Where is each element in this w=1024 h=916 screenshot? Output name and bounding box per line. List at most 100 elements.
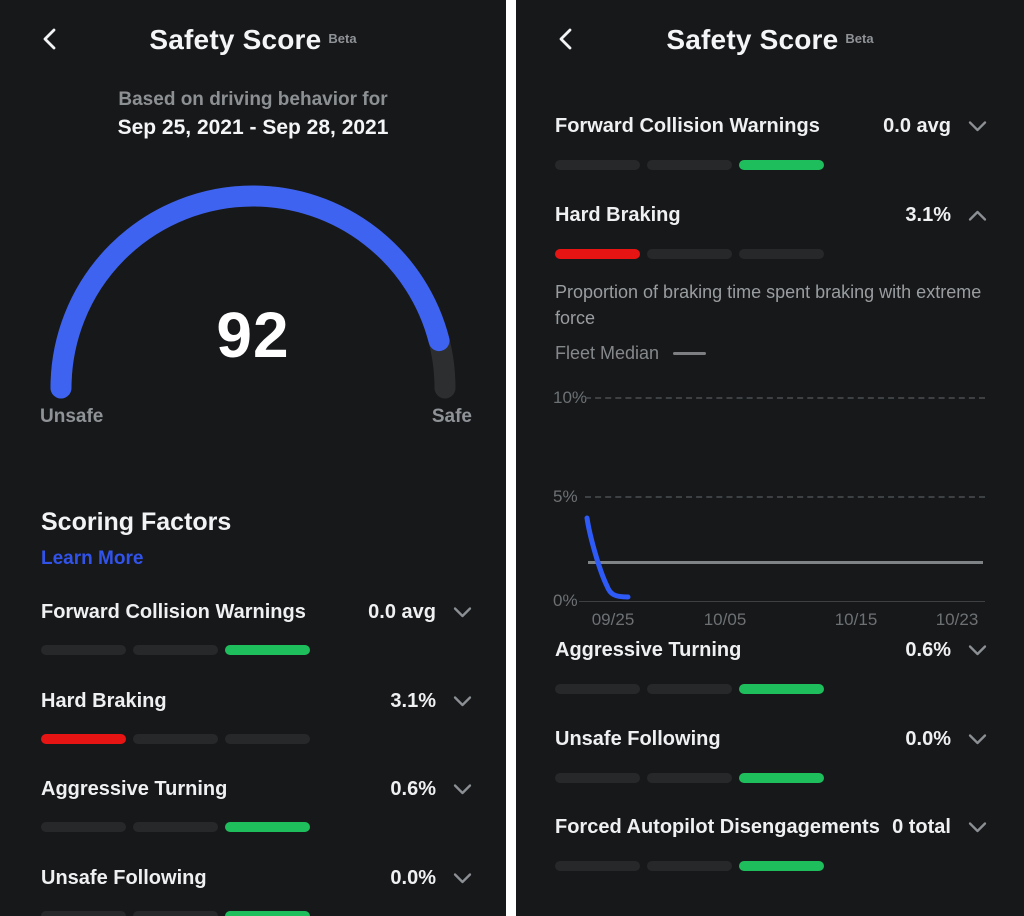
bar-segment	[133, 645, 218, 655]
factor-value: 0.0%	[905, 728, 951, 750]
bar-segment-active	[225, 911, 310, 916]
header: Safety Score Beta	[0, 24, 506, 56]
factor-bar	[555, 861, 824, 871]
bar-segment	[41, 911, 126, 916]
x-tick-1005: 10/05	[703, 610, 747, 629]
factor-row-forced-autopilot-disengagements[interactable]: Forced Autopilot Disengagements 0 total	[555, 816, 987, 839]
factor-bar	[555, 684, 824, 694]
factor-value: 0.0 avg	[883, 115, 951, 137]
bar-segment-active	[555, 249, 640, 259]
factor-row-hard-braking[interactable]: Hard Braking 3.1%	[41, 690, 472, 713]
bar-segment	[225, 734, 310, 744]
factor-row-hard-braking-expanded[interactable]: Hard Braking 3.1%	[555, 204, 987, 227]
factor-row-forward-collision[interactable]: Forward Collision Warnings 0.0 avg	[555, 115, 987, 138]
beta-badge: Beta	[845, 30, 874, 46]
y-tick-10: 10%	[553, 388, 588, 407]
fleet-median-line	[588, 561, 983, 564]
chevron-down-icon[interactable]	[453, 872, 472, 885]
scoring-factors-heading: Scoring Factors	[41, 508, 232, 536]
safety-score-value: 92	[216, 299, 290, 371]
bar-segment	[555, 773, 640, 783]
back-button[interactable]	[36, 27, 62, 53]
bar-segment	[647, 861, 732, 871]
period-caption: Based on driving behavior for	[118, 89, 388, 110]
factor-label: Hard Braking	[555, 204, 681, 226]
chevron-left-icon	[43, 28, 56, 50]
factor-bar	[555, 160, 824, 170]
bar-segment	[133, 911, 218, 916]
factor-label: Aggressive Turning	[41, 778, 228, 800]
factor-label: Forward Collision Warnings	[555, 115, 820, 137]
chevron-down-icon[interactable]	[968, 733, 987, 746]
bar-segment	[133, 734, 218, 744]
bar-segment	[41, 822, 126, 832]
chevron-down-icon[interactable]	[968, 821, 987, 834]
factor-bar	[555, 249, 824, 259]
factor-row-unsafe-following[interactable]: Unsafe Following 0.0%	[555, 728, 987, 751]
bar-segment	[41, 645, 126, 655]
factor-bar	[41, 734, 310, 744]
factor-bar	[41, 911, 310, 916]
factor-value: 3.1%	[390, 690, 436, 712]
bar-segment	[133, 822, 218, 832]
x-tick-0925: 09/25	[591, 610, 635, 629]
fleet-median-legend: Fleet Median	[555, 343, 707, 364]
gauge-labels: Unsafe Safe	[40, 406, 472, 428]
factor-value: 0.6%	[905, 639, 951, 661]
chevron-down-icon[interactable]	[968, 120, 987, 133]
gridline-5pct	[585, 496, 985, 498]
x-tick-1023: 10/23	[935, 610, 979, 629]
factor-bar	[555, 773, 824, 783]
panel-divider	[506, 0, 516, 916]
gauge-label-unsafe: Unsafe	[40, 406, 104, 427]
bar-segment-active	[225, 822, 310, 832]
bar-segment	[739, 249, 824, 259]
factor-label: Aggressive Turning	[555, 639, 742, 661]
bar-segment-active	[739, 861, 824, 871]
chevron-left-icon	[559, 28, 572, 50]
chevron-up-icon[interactable]	[968, 209, 987, 222]
x-tick-1015: 10/15	[834, 610, 878, 629]
learn-more-link[interactable]: Learn More	[41, 548, 144, 569]
hard-braking-description: Proportion of braking time spent braking…	[555, 282, 982, 328]
factor-value: 0 total	[892, 816, 951, 838]
bar-segment	[647, 684, 732, 694]
factor-value: 0.0 avg	[368, 601, 436, 623]
y-tick-5: 5%	[553, 487, 578, 506]
bar-segment-active	[739, 160, 824, 170]
factor-label: Unsafe Following	[555, 728, 721, 750]
bar-segment	[647, 773, 732, 783]
header: Safety Score Beta	[516, 24, 1024, 56]
factor-label: Hard Braking	[41, 690, 167, 712]
factor-label: Forward Collision Warnings	[41, 601, 306, 623]
screen-safety-score-detail: Safety Score Beta Forward Collision Warni…	[516, 0, 1024, 916]
factor-row-forward-collision[interactable]: Forward Collision Warnings 0.0 avg	[41, 601, 472, 624]
factor-value: 3.1%	[905, 204, 951, 226]
factor-row-aggressive-turning[interactable]: Aggressive Turning 0.6%	[41, 778, 472, 801]
y-tick-0: 0%	[553, 591, 578, 610]
bar-segment	[647, 160, 732, 170]
chevron-down-icon[interactable]	[968, 644, 987, 657]
period-dates: Sep 25, 2021 - Sep 28, 2021	[117, 116, 389, 139]
legend-label: Fleet Median	[555, 343, 660, 363]
factor-label: Forced Autopilot Disengagements	[555, 816, 880, 838]
gauge-label-safe: Safe	[431, 406, 472, 427]
page-title: Safety Score	[149, 24, 322, 55]
factor-row-unsafe-following[interactable]: Unsafe Following 0.0%	[41, 867, 472, 890]
factor-row-aggressive-turning[interactable]: Aggressive Turning 0.6%	[555, 639, 987, 662]
factor-label: Unsafe Following	[41, 867, 207, 889]
x-axis-baseline	[579, 601, 985, 602]
score-period: Based on driving behavior for Sep 25, 20…	[0, 88, 506, 142]
bar-segment-active	[739, 684, 824, 694]
chevron-down-icon[interactable]	[453, 695, 472, 708]
legend-line-swatch	[673, 352, 707, 355]
gridline-10pct	[585, 397, 985, 399]
bar-segment	[555, 861, 640, 871]
gauge-fill	[50, 185, 456, 399]
chevron-down-icon[interactable]	[453, 783, 472, 796]
screen-safety-score-overview: Safety Score Beta Based on driving behavi…	[0, 0, 506, 916]
back-button[interactable]	[552, 27, 578, 53]
bar-segment	[647, 249, 732, 259]
chevron-down-icon[interactable]	[453, 606, 472, 619]
